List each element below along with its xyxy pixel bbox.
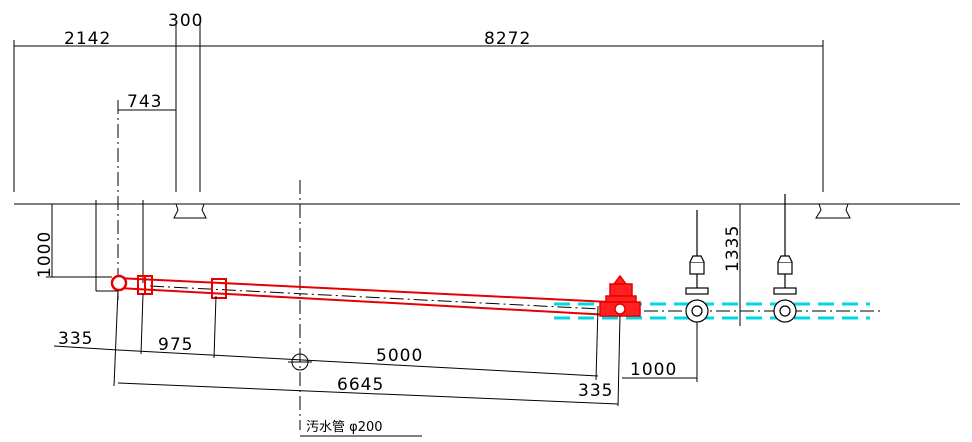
dim-975-label: 975 (158, 335, 193, 355)
manhole-circle-icon (288, 353, 312, 371)
dim-743-label: 743 (127, 92, 162, 112)
dim-1000-left-label: 1000 (35, 231, 55, 278)
left-box-outline (46, 200, 144, 292)
dim-6645-label: 6645 (337, 375, 384, 395)
hydrant-fitting-icon (599, 274, 641, 317)
top-dimension-chain (13, 22, 824, 300)
sewer-pipe-label: 汚水管 φ200 (306, 420, 383, 435)
red-pipe (117, 277, 611, 316)
post-footing-left (173, 203, 207, 219)
dim-335-right-label: 335 (578, 381, 613, 401)
dim-8272-label: 8272 (484, 29, 531, 49)
post-footing-right (815, 203, 851, 219)
dim-2142-label: 2142 (64, 29, 111, 49)
dim-335-left-label: 335 (58, 329, 93, 349)
dim-5000-label: 5000 (376, 346, 423, 366)
gate-valve-icon-2 (773, 194, 797, 323)
bottom-dimension-chain (53, 289, 698, 437)
pipe-coupling-1 (137, 275, 153, 295)
pipe-coupling-2 (211, 278, 227, 299)
dim-1335-label: 1335 (723, 225, 743, 272)
pipe-cap-icon (110, 274, 128, 292)
dim-1000-bottom-label: 1000 (630, 360, 677, 380)
dim-300-label: 300 (168, 11, 203, 31)
gate-valve-icon (685, 210, 709, 323)
